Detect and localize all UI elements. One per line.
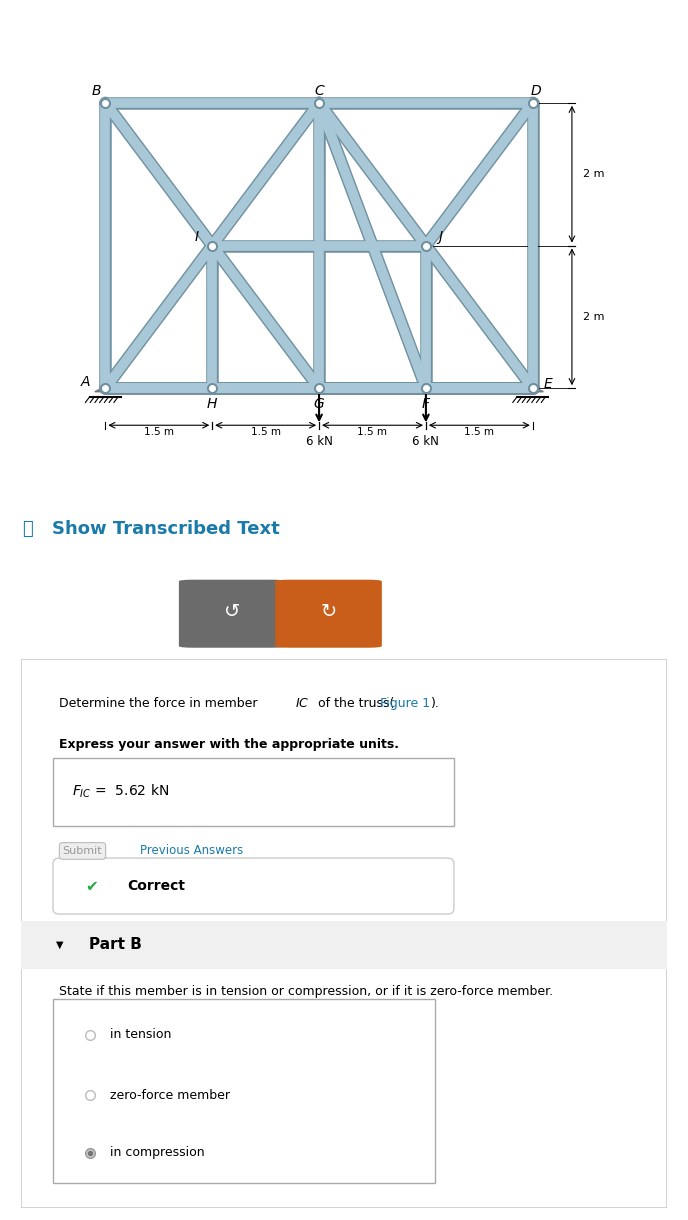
Text: Submit: Submit: [63, 845, 103, 856]
Polygon shape: [95, 387, 116, 392]
Text: D: D: [531, 84, 541, 99]
Text: Show Transcribed Text: Show Transcribed Text: [52, 521, 279, 538]
Text: G: G: [314, 396, 325, 411]
Text: F: F: [422, 396, 430, 411]
Text: 6 kN: 6 kN: [413, 436, 440, 448]
FancyBboxPatch shape: [53, 758, 454, 826]
Text: Correct: Correct: [127, 880, 185, 893]
Text: $IC$: $IC$: [295, 697, 309, 710]
Text: Previous Answers: Previous Answers: [140, 844, 244, 858]
Text: E: E: [544, 377, 552, 390]
Text: 1.5 m: 1.5 m: [250, 427, 281, 437]
Text: 6 kN: 6 kN: [305, 436, 332, 448]
FancyBboxPatch shape: [53, 999, 435, 1183]
Text: J: J: [438, 229, 442, 244]
Text: 2 m: 2 m: [583, 312, 604, 322]
Text: 2 m: 2 m: [583, 170, 604, 179]
Text: H: H: [207, 396, 217, 411]
FancyBboxPatch shape: [21, 921, 667, 969]
Text: ⦿: ⦿: [22, 521, 33, 538]
Text: 1.5 m: 1.5 m: [144, 427, 174, 437]
FancyBboxPatch shape: [275, 580, 382, 648]
Text: ↻: ↻: [321, 601, 337, 621]
Text: ).: ).: [431, 697, 440, 710]
Text: ✔: ✔: [85, 878, 98, 893]
Text: Express your answer with the appropriate units.: Express your answer with the appropriate…: [59, 738, 400, 752]
Text: Part B: Part B: [89, 937, 142, 953]
Text: C: C: [314, 84, 324, 99]
FancyBboxPatch shape: [21, 659, 667, 1208]
Text: A: A: [80, 376, 90, 389]
Text: in compression: in compression: [110, 1147, 204, 1159]
Text: State if this member is in tension or compression, or if it is zero-force member: State if this member is in tension or co…: [59, 986, 554, 998]
FancyBboxPatch shape: [179, 580, 286, 648]
Text: ▼: ▼: [56, 939, 64, 950]
Polygon shape: [522, 387, 544, 392]
Text: 1.5 m: 1.5 m: [464, 427, 495, 437]
Text: I: I: [195, 229, 199, 244]
Text: in tension: in tension: [110, 1028, 171, 1042]
FancyBboxPatch shape: [53, 858, 454, 914]
Text: zero-force member: zero-force member: [110, 1088, 230, 1102]
Text: B: B: [92, 84, 102, 99]
Text: of the truss(: of the truss(: [314, 697, 395, 710]
Text: $F_{IC}$ =  5.62 kN: $F_{IC}$ = 5.62 kN: [72, 783, 170, 800]
Text: Figure 1: Figure 1: [380, 697, 430, 710]
Text: ↺: ↺: [224, 601, 241, 621]
Text: 1.5 m: 1.5 m: [358, 427, 387, 437]
Text: Determine the force in member: Determine the force in member: [59, 697, 262, 710]
